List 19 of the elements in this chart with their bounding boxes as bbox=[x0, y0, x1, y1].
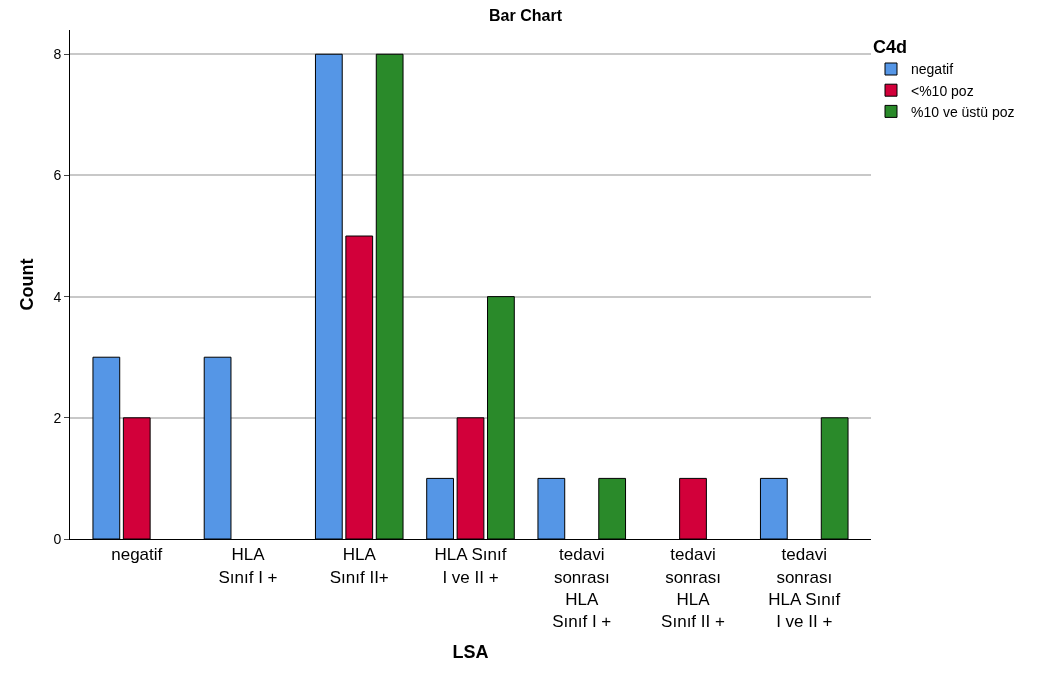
legend-label: %10 ve üstü poz bbox=[911, 103, 1015, 120]
x-tick-label: HLA Sınıf I + bbox=[218, 545, 278, 587]
x-tick-label: HLA Sınıf II+ bbox=[329, 545, 389, 587]
y-tick-label: 2 bbox=[53, 409, 62, 426]
legend-title: C4d bbox=[873, 37, 908, 58]
legend-label: <%10 poz bbox=[911, 82, 974, 99]
x-tick-label: tedavi sonrası HLA Sınıf II + bbox=[661, 545, 725, 631]
x-axis-title: LSA bbox=[452, 641, 489, 662]
y-tick-label: 8 bbox=[53, 46, 62, 63]
chart-title: Bar Chart bbox=[489, 7, 563, 25]
x-tick-label: negatif bbox=[111, 545, 163, 565]
y-tick-label: 6 bbox=[53, 167, 62, 184]
y-tick-label: 4 bbox=[53, 288, 62, 305]
x-tick-label: tedavi sonrası HLA Sınıf I + bbox=[552, 545, 612, 631]
y-tick-label: 0 bbox=[53, 530, 62, 547]
x-tick-label: tedavi sonrası HLA Sınıf I ve II + bbox=[768, 545, 841, 631]
y-axis-title: Count bbox=[16, 258, 37, 311]
x-tick-label: HLA Sınıf I ve II + bbox=[434, 545, 507, 587]
legend-label: negatif bbox=[911, 61, 954, 78]
